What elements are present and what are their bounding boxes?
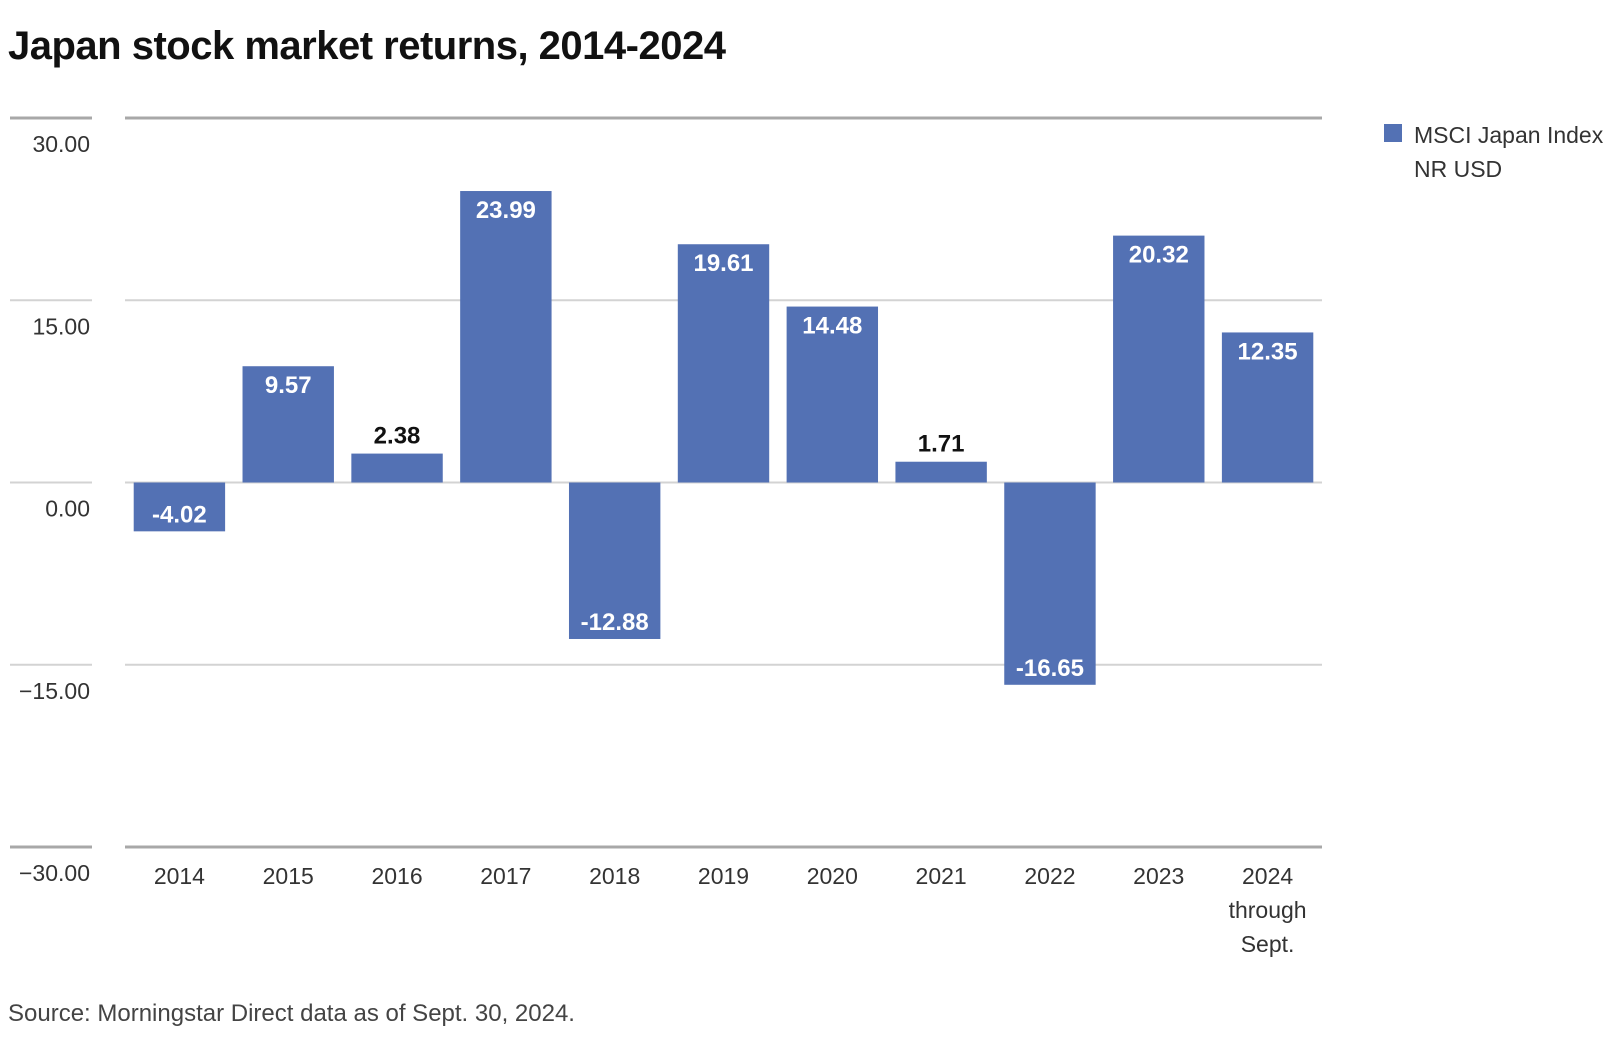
- bar: [133, 482, 226, 532]
- chart-title: Japan stock market returns, 2014-2024: [8, 24, 726, 68]
- data-label: 23.99: [476, 197, 536, 224]
- x-axis-tick-label: 2022: [1024, 863, 1075, 889]
- y-axis-tick-label: 15.00: [32, 313, 90, 339]
- y-axis-tick-label: −15.00: [19, 678, 90, 704]
- source-note: Source: Morningstar Direct data as of Se…: [8, 1000, 575, 1027]
- x-axis-tick-label: 2024: [1242, 863, 1293, 889]
- data-label: 19.61: [693, 250, 753, 277]
- data-label: 12.35: [1238, 338, 1298, 365]
- bar-layer: [133, 191, 1314, 685]
- bar: [786, 306, 879, 483]
- data-label: -16.65: [1016, 655, 1084, 682]
- y-axis-tick-label: 30.00: [32, 131, 90, 157]
- bar: [568, 482, 661, 639]
- x-axis-tick-label: 2018: [589, 863, 640, 889]
- bar: [1004, 482, 1096, 685]
- x-axis-tick-label: 2015: [263, 863, 314, 889]
- x-axis-tick-label: 2017: [480, 863, 531, 889]
- y-axis-tick-labels: 30.00 15.00 0.00 −15.00 −30.00: [19, 131, 90, 886]
- bar: [1113, 235, 1205, 483]
- x-axis-tick-label: 2021: [916, 863, 967, 889]
- bar: [460, 191, 552, 483]
- data-label: 1.71: [918, 431, 965, 458]
- bar: [242, 366, 334, 483]
- legend-swatch: [1384, 124, 1402, 142]
- x-axis-tick-label: 2016: [371, 863, 422, 889]
- bar: [351, 453, 443, 483]
- x-axis-tick-labels: 2014 2015 2016 2017 2018 2019 2020 2021 2022 2023…: [154, 863, 1307, 957]
- x-axis-tick-label: through: [1229, 897, 1307, 923]
- data-label: 20.32: [1129, 242, 1189, 269]
- x-axis-tick-label: 2023: [1133, 863, 1184, 889]
- data-label: 14.48: [802, 313, 862, 340]
- y-axis-tick-label: −30.00: [19, 860, 90, 886]
- legend-label: MSCI Japan Index NR USD: [1414, 122, 1604, 182]
- data-label: 9.57: [265, 372, 312, 399]
- bar: [895, 461, 987, 483]
- x-axis-tick-label: Sept.: [1241, 931, 1295, 957]
- y-axis-tick-label: 0.00: [45, 496, 90, 522]
- legend: MSCI Japan Index NR USD: [1384, 118, 1604, 186]
- bar: [1221, 332, 1314, 483]
- x-axis-tick-label: 2014: [154, 863, 205, 889]
- x-axis-tick-label: 2019: [698, 863, 749, 889]
- data-label: -4.02: [152, 501, 207, 528]
- bar: [677, 244, 770, 483]
- data-label: 2.38: [374, 423, 421, 450]
- data-label: -12.88: [581, 609, 649, 636]
- x-axis-tick-label: 2020: [807, 863, 858, 889]
- data-label-layer: -4.02 9.57 2.38 23.99 -12.88 19.61 14.48 1.71 -1…: [152, 197, 1298, 682]
